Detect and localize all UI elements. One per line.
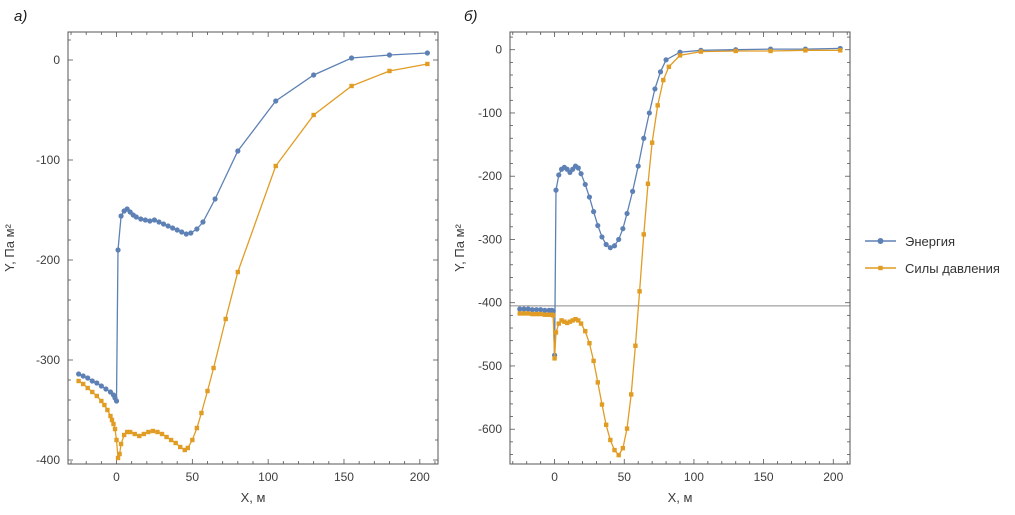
svg-text:0: 0 — [113, 470, 120, 484]
svg-text:-100: -100 — [478, 106, 502, 120]
svg-text:0: 0 — [551, 470, 558, 484]
plot-frame — [67, 31, 439, 465]
series-markers-circle — [517, 45, 843, 358]
y-axis-label: Y, Па м² — [452, 223, 467, 271]
svg-text:50: 50 — [618, 470, 632, 484]
svg-text:0: 0 — [53, 53, 60, 67]
svg-text:-200: -200 — [478, 169, 502, 183]
series-markers-circle — [76, 50, 430, 404]
svg-text:-200: -200 — [36, 253, 60, 267]
svg-text:200: 200 — [410, 470, 430, 484]
legend-item-pressure: Силы давления — [864, 261, 1010, 276]
panel-label-b: б) — [464, 8, 478, 25]
svg-text:-500: -500 — [478, 359, 502, 373]
x-axis-label: X, м — [241, 490, 266, 505]
plot-frame — [509, 31, 851, 465]
svg-text:-600: -600 — [478, 422, 502, 436]
series-markers-square — [76, 61, 430, 461]
legend-item-energy: Энергия — [864, 234, 1010, 249]
svg-text:150: 150 — [334, 470, 354, 484]
svg-text:150: 150 — [754, 470, 774, 484]
series-line-circle — [519, 47, 841, 356]
legend-label-pressure: Силы давления — [905, 260, 1000, 276]
svg-text:-300: -300 — [36, 353, 60, 367]
legend-label-energy: Энергия — [905, 233, 956, 249]
panel-b: б) 0 50 100 150 200 0 -100 -200 -300 -400 -500 -600… — [450, 2, 860, 515]
axes: 0 50 100 150 200 0 -100 -200 -300 -400 — [36, 32, 438, 484]
svg-text:-400: -400 — [36, 453, 60, 467]
svg-text:100: 100 — [684, 470, 704, 484]
chart-panel-a: 0 50 100 150 200 0 -100 -200 -300 -400 X, м Y, Па м… — [2, 31, 439, 505]
svg-text:200: 200 — [823, 470, 843, 484]
legend-line-square-icon — [865, 265, 896, 271]
chart-panel-b: 0 50 100 150 200 0 -100 -200 -300 -400 -500 -600 X, … — [452, 31, 851, 505]
svg-text:100: 100 — [258, 470, 278, 484]
x-axis-label: X, м — [668, 490, 693, 505]
series-line-circle — [78, 52, 428, 402]
svg-text:-300: -300 — [478, 232, 502, 246]
axes: 0 50 100 150 200 0 -100 -200 -300 -400 -500 -600 — [478, 32, 850, 484]
series-line-square — [78, 63, 428, 459]
series-markers-square — [517, 48, 843, 458]
svg-text:50: 50 — [186, 470, 200, 484]
svg-text:-400: -400 — [478, 296, 502, 310]
panel-a: а) 0 50 100 150 200 0 -100 -200 -300 -400 X, м Y, П… — [0, 2, 450, 515]
panel-label-a: а) — [14, 8, 28, 25]
svg-text:0: 0 — [495, 43, 502, 57]
series-line-square — [519, 49, 841, 457]
svg-text:-100: -100 — [36, 153, 60, 167]
legend: Энергия Силы давления — [860, 2, 1010, 507]
y-axis-label: Y, Па м² — [2, 223, 17, 271]
legend-line-dot-icon — [865, 238, 896, 244]
